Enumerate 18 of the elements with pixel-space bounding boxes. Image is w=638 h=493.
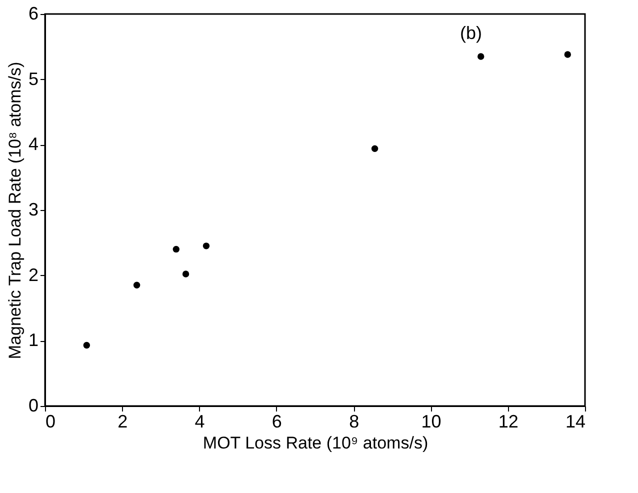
y-tick-label: 5 xyxy=(28,68,38,89)
x-axis-title: MOT Loss Rate (10⁹ atoms/s) xyxy=(202,434,428,452)
y-tick-label: 1 xyxy=(28,330,38,350)
y-tick-label: 2 xyxy=(28,264,38,285)
x-tick-label: 8 xyxy=(349,412,360,432)
y-tick-label: 0 xyxy=(28,396,38,416)
annotation: (b) xyxy=(460,23,482,43)
x-tick-label: 2 xyxy=(118,412,128,432)
y-tick-label: 3 xyxy=(28,200,38,220)
x-tick-label: 0 xyxy=(46,412,56,432)
x-tick-label: 14 xyxy=(565,412,586,432)
y-tick-label: 4 xyxy=(28,134,38,154)
y-axis-title: Magnetic Trap Load Rate (10⁸ atoms/s) xyxy=(5,62,24,360)
y-tick-label: 6 xyxy=(28,4,38,24)
x-tick-label: 6 xyxy=(272,412,282,432)
x-tick-label: 4 xyxy=(194,412,205,432)
x-tick-label: 12 xyxy=(498,412,518,432)
x-tick-label: 10 xyxy=(421,412,442,432)
